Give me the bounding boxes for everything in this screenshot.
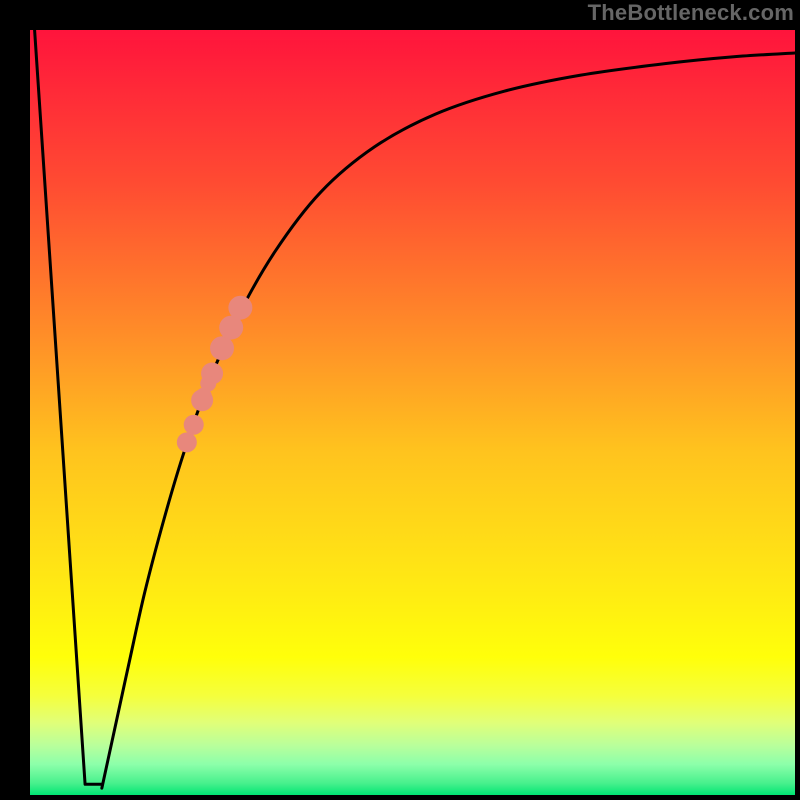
gradient-background <box>30 30 795 795</box>
data-marker <box>200 375 216 391</box>
data-marker <box>210 336 234 360</box>
data-marker <box>177 432 197 452</box>
plot-area <box>30 30 795 795</box>
data-marker <box>228 296 252 320</box>
data-marker <box>184 415 204 435</box>
outer-frame: TheBottleneck.com <box>0 0 800 800</box>
plot-svg <box>30 30 795 795</box>
watermark-text: TheBottleneck.com <box>588 0 794 26</box>
